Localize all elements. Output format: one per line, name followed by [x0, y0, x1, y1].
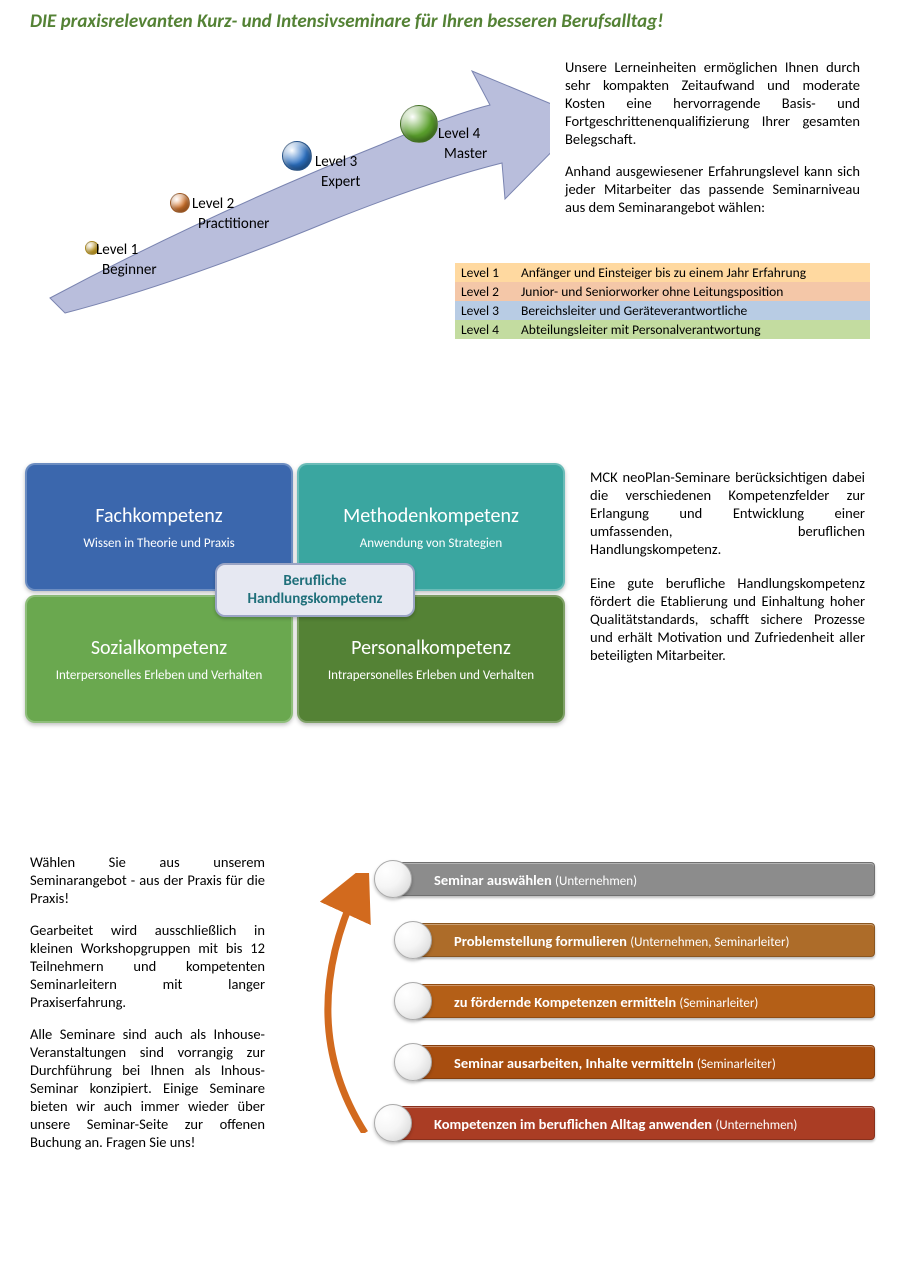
level-label: Level 4Master: [438, 125, 487, 164]
quad-title: Fachkompetenz: [25, 504, 293, 528]
steps-section: Wählen Sie aus unserem Seminarangebot - …: [0, 853, 900, 1203]
page-title: DIE praxisrelevanten Kurz- und Intensivs…: [0, 0, 900, 43]
center-line1: Berufliche: [217, 572, 413, 590]
level-desc: Anfänger und Einsteiger bis zu einem Jah…: [515, 263, 870, 282]
s3-para3: Alle Seminare sind auch als Inhouse-Vera…: [30, 1025, 265, 1151]
s1-para1: Unsere Lerneinheiten ermöglichen Ihnen d…: [565, 58, 860, 148]
quad-title: Personalkompetenz: [297, 636, 565, 660]
s2-para1: MCK neoPlan-Seminare berücksichtigen dab…: [590, 468, 865, 558]
step-title: Seminar auswählen: [434, 871, 552, 889]
level-name: Level 4: [455, 320, 515, 339]
step-title: zu fördernde Kompetenzen ermitteln: [454, 993, 676, 1011]
step-ball-icon: [374, 860, 412, 898]
step-who: (Unternehmen, Seminarleiter): [630, 935, 789, 950]
center-line2: Handlungskompetenz: [217, 590, 413, 608]
competence-quadrant: Personalkompetenz Intrapersonelles Erleb…: [25, 463, 565, 723]
s3-para1: Wählen Sie aus unserem Seminarangebot - …: [30, 853, 265, 907]
step-ball-icon: [394, 982, 432, 1020]
step-who: (Seminarleiter): [679, 996, 758, 1011]
level-table-row: Level 4 Abteilungsleiter mit Personalver…: [455, 320, 870, 339]
step-row: Kompetenzen im beruflichen Alltag anwend…: [320, 1102, 875, 1146]
step-who: (Unternehmen): [555, 874, 637, 889]
step-ball-icon: [374, 1104, 412, 1142]
level-desc: Junior- und Seniorworker ohne Leitungspo…: [515, 282, 870, 301]
step-bar: zu fördernde Kompetenzen ermitteln (Semi…: [415, 984, 875, 1018]
level-label: Level 3Expert: [315, 153, 360, 192]
step-row: Seminar auswählen (Unternehmen): [320, 858, 875, 902]
section3-text: Wählen Sie aus unserem Seminarangebot - …: [30, 853, 265, 1165]
step-row: Problemstellung formulieren (Unternehmen…: [340, 919, 875, 963]
step-bar: Seminar auswählen (Unternehmen): [395, 862, 875, 896]
step-ball-icon: [394, 1043, 432, 1081]
level-table-row: Level 1 Anfänger und Einsteiger bis zu e…: [455, 263, 870, 282]
step-title: Problemstellung formulieren: [454, 932, 627, 950]
level-desc: Bereichsleiter und Geräteverantwortliche: [515, 301, 870, 320]
s3-para2: Gearbeitet wird ausschließlich in kleine…: [30, 921, 265, 1011]
step-bar: Kompetenzen im beruflichen Alltag anwend…: [395, 1106, 875, 1140]
steps-list: Seminar auswählen (Unternehmen) Problems…: [320, 858, 875, 1163]
level-table-row: Level 2 Junior- und Seniorworker ohne Le…: [455, 282, 870, 301]
level-table: Level 1 Anfänger und Einsteiger bis zu e…: [455, 263, 870, 339]
quad-sub: Intrapersonelles Erleben und Verhalten: [297, 668, 565, 683]
s2-para2: Eine gute berufliche Handlungskompetenz …: [590, 574, 865, 664]
level-name: Level 3: [455, 301, 515, 320]
competence-center-box: Berufliche Handlungskompetenz: [215, 563, 415, 617]
section2-text: MCK neoPlan-Seminare berücksichtigen dab…: [590, 468, 865, 680]
level-table-row: Level 3 Bereichsleiter und Geräteverantw…: [455, 301, 870, 320]
quad-sub: Wissen in Theorie und Praxis: [25, 536, 293, 551]
step-who: (Seminarleiter): [697, 1057, 776, 1072]
level-ball: [170, 193, 190, 213]
level-name: Level 2: [455, 282, 515, 301]
quad-sub: Anwendung von Strategien: [297, 536, 565, 551]
level-ball: [282, 141, 312, 171]
quad-title: Methodenkompetenz: [297, 504, 565, 528]
level-ball: [400, 105, 438, 143]
level-label: Level 2Practitioner: [192, 195, 269, 234]
step-title: Kompetenzen im beruflichen Alltag anwend…: [434, 1115, 712, 1133]
step-row: zu fördernde Kompetenzen ermitteln (Semi…: [340, 980, 875, 1024]
step-bar: Seminar ausarbeiten, Inhalte vermitteln …: [415, 1045, 875, 1079]
step-ball-icon: [394, 921, 432, 959]
quad-sub: Interpersonelles Erleben und Verhalten: [25, 668, 293, 683]
s1-para2: Anhand ausgewiesener Erfahrungslevel kan…: [565, 162, 860, 216]
level-desc: Abteilungsleiter mit Personalverantwortu…: [515, 320, 870, 339]
step-bar: Problemstellung formulieren (Unternehmen…: [415, 923, 875, 957]
step-who: (Unternehmen): [715, 1118, 797, 1133]
competence-section: Personalkompetenz Intrapersonelles Erleb…: [0, 463, 900, 753]
step-row: Seminar ausarbeiten, Inhalte vermitteln …: [340, 1041, 875, 1085]
section1-text: Unsere Lerneinheiten ermöglichen Ihnen d…: [565, 58, 860, 230]
level-label: Level 1Beginner: [96, 241, 157, 280]
quad-title: Sozialkompetenz: [25, 636, 293, 660]
step-title: Seminar ausarbeiten, Inhalte vermitteln: [454, 1054, 694, 1072]
level-name: Level 1: [455, 263, 515, 282]
levels-section: Level 1Beginner Level 2Practitioner Level …: [0, 43, 900, 373]
